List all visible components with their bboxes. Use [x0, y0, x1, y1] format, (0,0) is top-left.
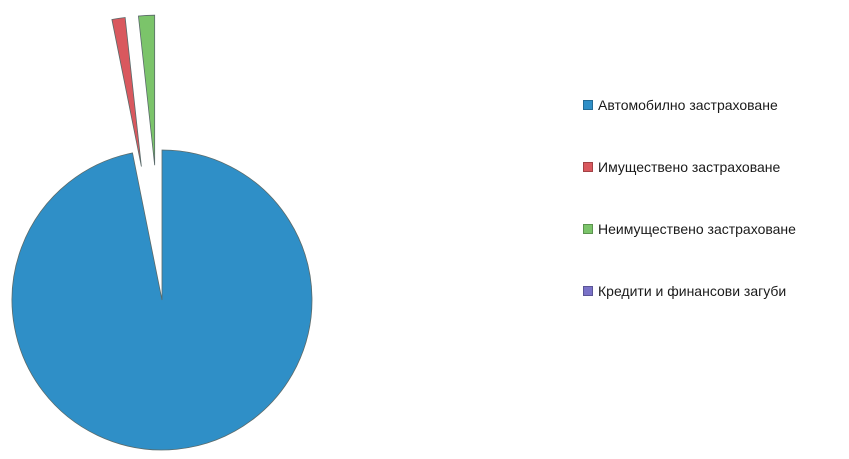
- legend-swatch-auto: [583, 100, 593, 110]
- legend-item-property: Имуществено застраховане: [583, 157, 796, 177]
- pie-slice-auto: [11, 149, 313, 451]
- pie-slice-nonproperty: [137, 14, 156, 166]
- legend-label-credit: Кредити и финансови загуби: [598, 283, 787, 299]
- legend-label-property: Имуществено застраховане: [598, 159, 781, 175]
- legend-swatch-property: [583, 162, 593, 172]
- legend-swatch-nonproperty: [583, 224, 593, 234]
- legend-item-credit: Кредити и финансови загуби: [583, 281, 796, 301]
- legend-item-auto: Автомобилно застраховане: [583, 95, 796, 115]
- pie-slices: [11, 14, 313, 451]
- legend-label-nonproperty: Неимуществено застраховане: [598, 221, 796, 237]
- legend-swatch-credit: [583, 286, 593, 296]
- legend-item-nonproperty: Неимуществено застраховане: [583, 219, 796, 239]
- legend-label-auto: Автомобилно застраховане: [598, 97, 778, 113]
- pie-slice-property: [111, 17, 142, 167]
- chart-legend: Автомобилно застраховане Имуществено зас…: [583, 95, 796, 301]
